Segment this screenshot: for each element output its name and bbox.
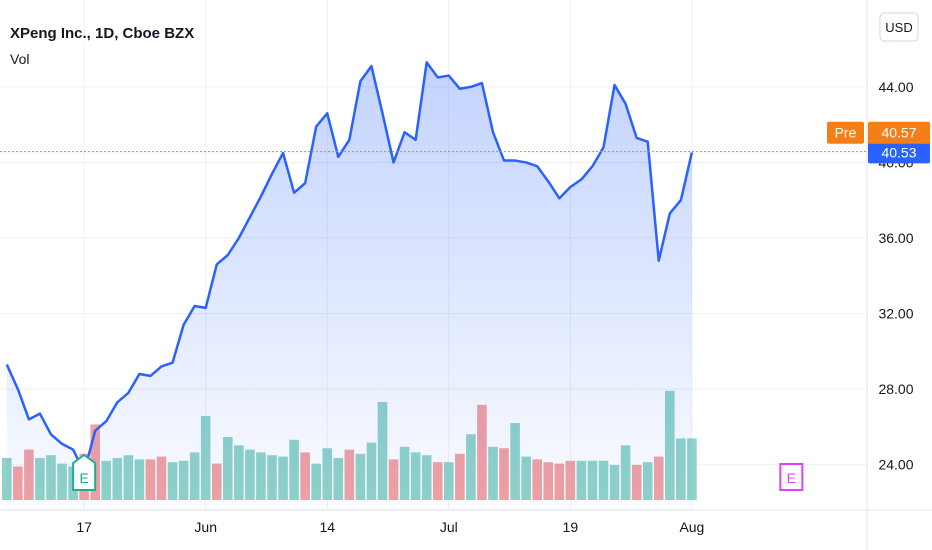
- last-price-badge: [868, 141, 930, 164]
- premarket-price-label: 40.57: [881, 125, 916, 141]
- premarket-tag: [827, 121, 864, 144]
- price-line: [5, 61, 694, 474]
- volume-legend: Vol: [10, 51, 29, 67]
- x-tick-label: 19: [563, 519, 579, 535]
- currency-button[interactable]: USD: [879, 12, 919, 42]
- y-tick-label: 28.00: [878, 381, 913, 397]
- y-tick-label: 44.00: [878, 79, 913, 95]
- y-tick-label: 32.00: [878, 306, 913, 322]
- earnings-marker-0[interactable]: E: [72, 453, 97, 491]
- y-tick-label: 36.00: [878, 230, 913, 246]
- chart-title: XPeng Inc., 1D, Cboe BZX: [10, 25, 194, 42]
- x-tick-label: 17: [76, 519, 92, 535]
- price-labels: 40.53 Pre 40.57: [827, 121, 930, 164]
- y-tick-label: 24.00: [878, 457, 913, 473]
- premarket-name: Pre: [835, 125, 857, 141]
- price-area-fill: [6, 62, 692, 510]
- time-axis[interactable]: y17Jun14Jul19Aug: [0, 519, 704, 535]
- last-price-label: 40.53: [881, 144, 916, 160]
- x-tick-label: 14: [319, 519, 335, 535]
- x-tick-label: Jul: [440, 519, 458, 535]
- earnings-marker-label: E: [787, 470, 796, 486]
- earnings-marker-label: E: [79, 470, 88, 486]
- premarket-price-badge: [868, 121, 930, 144]
- currency-label: USD: [885, 20, 912, 35]
- earnings-marker-1[interactable]: E: [779, 463, 804, 491]
- x-tick-label: Aug: [679, 519, 704, 535]
- x-tick-label: Jun: [194, 519, 217, 535]
